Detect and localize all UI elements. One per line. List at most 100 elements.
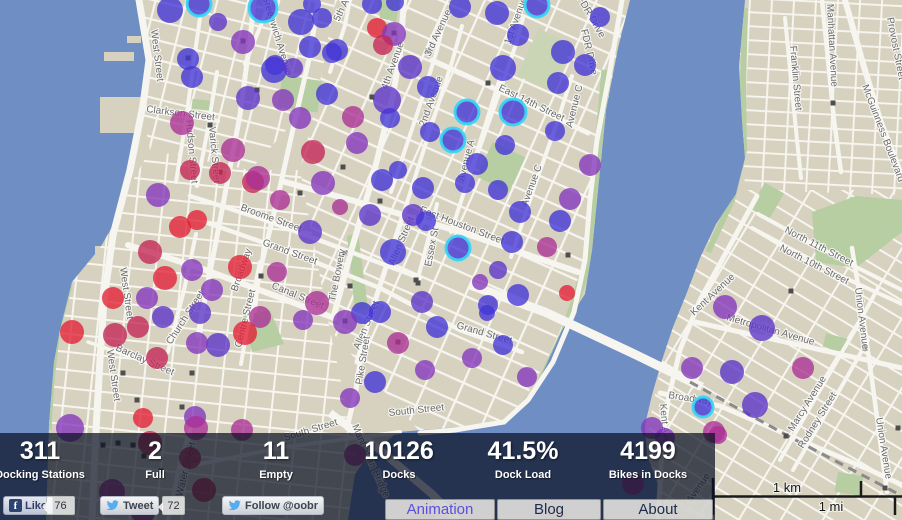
- station-circle[interactable]: [389, 161, 407, 179]
- station-circle[interactable]: [545, 121, 565, 141]
- station-circle[interactable]: [181, 66, 203, 88]
- station-circle[interactable]: [305, 291, 329, 315]
- station-circle[interactable]: [507, 24, 529, 46]
- station-circle[interactable]: [479, 305, 495, 321]
- station-circle[interactable]: [138, 240, 162, 264]
- station-circle[interactable]: [346, 132, 368, 154]
- station-circle[interactable]: [559, 188, 581, 210]
- station-circle[interactable]: [157, 0, 183, 23]
- station-circle[interactable]: [209, 13, 227, 31]
- station-circle[interactable]: [466, 153, 488, 175]
- facebook-like-button[interactable]: f Like: [3, 496, 54, 515]
- station-circle[interactable]: [412, 177, 434, 199]
- station-circle[interactable]: [426, 316, 448, 338]
- station-circle[interactable]: [189, 302, 211, 324]
- station-circle[interactable]: [444, 234, 472, 262]
- station-circle[interactable]: [181, 259, 203, 281]
- station-circle[interactable]: [472, 274, 488, 290]
- station-circle[interactable]: [60, 320, 84, 344]
- station-circle[interactable]: [415, 360, 435, 380]
- station-circle[interactable]: [272, 89, 294, 111]
- station-circle[interactable]: [495, 135, 515, 155]
- animation-button[interactable]: Animation: [385, 499, 495, 520]
- station-circle[interactable]: [247, 0, 279, 24]
- station-circle[interactable]: [187, 210, 207, 230]
- station-circle[interactable]: [417, 76, 439, 98]
- station-circle[interactable]: [489, 261, 507, 279]
- station-circle[interactable]: [398, 55, 422, 79]
- station-circle[interactable]: [351, 302, 373, 324]
- station-circle[interactable]: [206, 333, 230, 357]
- station-circle[interactable]: [369, 301, 391, 323]
- station-circle[interactable]: [177, 48, 199, 70]
- station-circle[interactable]: [311, 171, 335, 195]
- station-circle[interactable]: [485, 1, 509, 25]
- station-circle[interactable]: [289, 107, 311, 129]
- station-circle[interactable]: [453, 98, 481, 126]
- station-circle[interactable]: [152, 306, 174, 328]
- follow-button[interactable]: Follow @oobr: [222, 496, 325, 515]
- station-circle[interactable]: [681, 357, 703, 379]
- station-circle[interactable]: [332, 199, 348, 215]
- station-circle[interactable]: [364, 371, 386, 393]
- station-circle[interactable]: [509, 201, 531, 223]
- station-circle[interactable]: [493, 335, 513, 355]
- docking-stations[interactable]: [56, 0, 814, 520]
- station-circle[interactable]: [270, 190, 290, 210]
- station-circle[interactable]: [590, 7, 610, 27]
- station-circle[interactable]: [449, 0, 471, 18]
- station-circle[interactable]: [209, 162, 231, 184]
- station-circle[interactable]: [298, 220, 322, 244]
- station-circle[interactable]: [362, 0, 382, 14]
- station-circle[interactable]: [316, 83, 338, 105]
- station-circle[interactable]: [180, 160, 200, 180]
- station-circle[interactable]: [185, 0, 213, 18]
- station-circle[interactable]: [691, 395, 715, 419]
- blog-button[interactable]: Blog: [497, 499, 601, 520]
- station-circle[interactable]: [312, 8, 332, 28]
- station-circle[interactable]: [420, 122, 440, 142]
- station-circle[interactable]: [574, 54, 596, 76]
- station-circle[interactable]: [283, 58, 303, 78]
- station-circle[interactable]: [380, 239, 406, 265]
- station-circle[interactable]: [523, 0, 551, 19]
- station-circle[interactable]: [411, 291, 433, 313]
- station-circle[interactable]: [749, 315, 775, 341]
- station-circle[interactable]: [387, 332, 409, 354]
- station-circle[interactable]: [246, 166, 270, 190]
- station-circle[interactable]: [490, 55, 516, 81]
- station-circle[interactable]: [103, 323, 127, 347]
- station-circle[interactable]: [371, 169, 393, 191]
- station-circle[interactable]: [133, 408, 153, 428]
- station-circle[interactable]: [299, 36, 321, 58]
- station-circle[interactable]: [498, 97, 528, 127]
- station-circle[interactable]: [146, 183, 170, 207]
- station-circle[interactable]: [249, 306, 271, 328]
- station-circle[interactable]: [359, 204, 381, 226]
- station-circle[interactable]: [342, 106, 364, 128]
- station-circle[interactable]: [742, 392, 768, 418]
- station-circle[interactable]: [233, 321, 257, 345]
- station-circle[interactable]: [547, 72, 569, 94]
- station-circle[interactable]: [488, 180, 508, 200]
- station-circle[interactable]: [267, 262, 287, 282]
- station-circle[interactable]: [551, 40, 575, 64]
- station-circle[interactable]: [127, 316, 149, 338]
- station-circle[interactable]: [293, 310, 313, 330]
- station-circle[interactable]: [102, 287, 124, 309]
- station-circle[interactable]: [153, 266, 177, 290]
- station-circle[interactable]: [439, 126, 467, 154]
- station-circle[interactable]: [501, 231, 523, 253]
- station-circle[interactable]: [713, 295, 737, 319]
- station-circle[interactable]: [201, 279, 223, 301]
- station-circle[interactable]: [517, 367, 537, 387]
- station-circle[interactable]: [231, 30, 255, 54]
- station-circle[interactable]: [455, 173, 475, 193]
- station-circle[interactable]: [720, 360, 744, 384]
- station-circle[interactable]: [373, 35, 393, 55]
- station-circle[interactable]: [333, 310, 357, 334]
- tweet-button[interactable]: Tweet: [100, 496, 160, 515]
- station-circle[interactable]: [416, 211, 436, 231]
- station-circle[interactable]: [367, 18, 387, 38]
